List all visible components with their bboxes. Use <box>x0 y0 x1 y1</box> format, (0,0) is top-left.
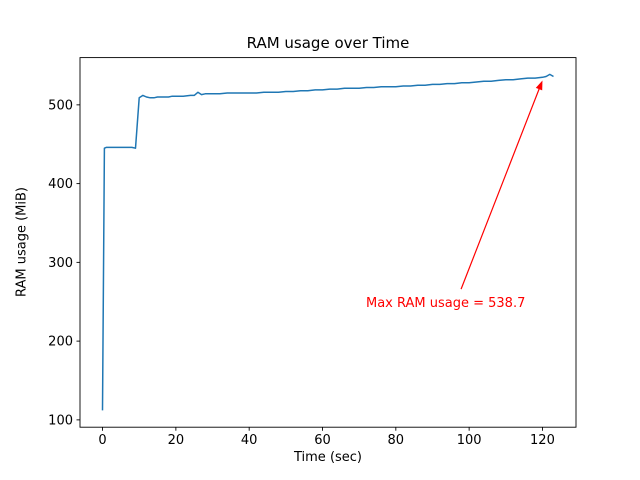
x-tick-label: 100 <box>457 433 482 448</box>
y-tick-label: 300 <box>48 256 73 271</box>
y-tick-label: 400 <box>48 177 73 192</box>
x-tick-label: 0 <box>98 433 106 448</box>
y-tick-label: 500 <box>48 98 73 113</box>
y-tick-label: 100 <box>48 413 73 428</box>
x-tick-label: 40 <box>241 433 258 448</box>
annotation-arrow-line <box>460 85 541 290</box>
x-tick-label: 20 <box>168 433 185 448</box>
annotation-arrowhead <box>535 80 543 91</box>
ram-usage-line <box>101 73 554 411</box>
x-tick-label: 80 <box>388 433 405 448</box>
plot-border <box>79 57 577 428</box>
y-axis-label: RAM usage (MiB) <box>14 187 30 297</box>
x-tick-label: 60 <box>314 433 331 448</box>
chart-title: RAM usage over Time <box>246 34 410 52</box>
y-tick-label: 200 <box>48 335 73 350</box>
max-annotation-text: Max RAM usage = 538.7 <box>366 296 526 311</box>
x-axis-label: Time (sec) <box>293 450 363 465</box>
x-tick-label: 120 <box>530 433 555 448</box>
